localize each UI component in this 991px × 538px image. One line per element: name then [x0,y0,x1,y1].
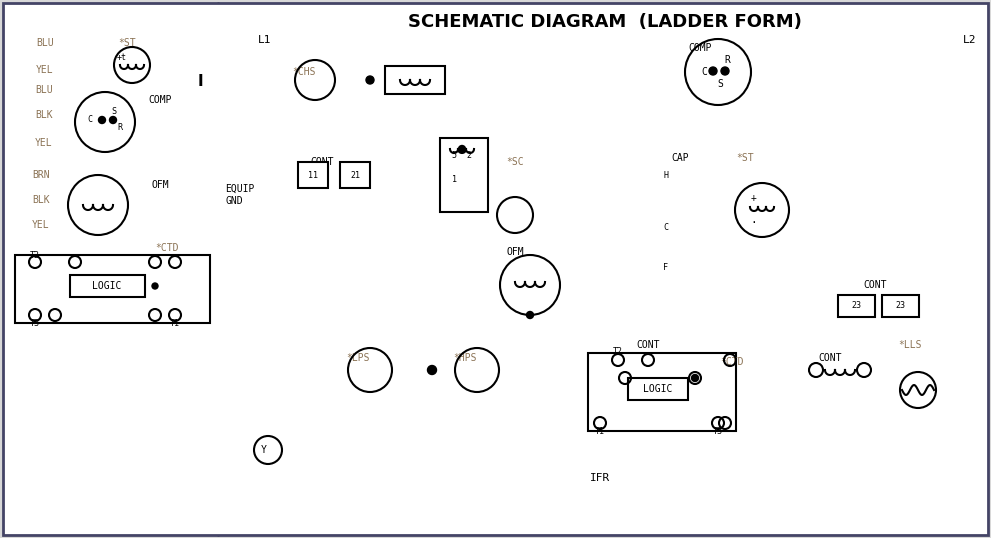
Text: COMP: COMP [689,43,712,53]
Text: YEL: YEL [36,138,53,148]
Text: T1: T1 [170,318,180,328]
Bar [882,295,919,317]
Text: +t: +t [117,53,127,61]
Text: Y: Y [261,445,267,455]
Text: 1: 1 [452,175,457,185]
Text: CONT: CONT [819,353,841,363]
Circle shape [721,67,729,75]
Text: *ST: *ST [118,38,136,48]
Text: *SR: *SR [445,157,463,167]
Text: C: C [663,223,668,232]
Text: IFR: IFR [590,473,610,483]
Text: R: R [118,124,123,132]
Text: BLU: BLU [36,85,53,95]
Text: *CH: *CH [390,67,407,77]
Text: BLU: BLU [37,38,54,48]
Bar [440,138,488,212]
Text: LOGIC: LOGIC [643,384,673,394]
Text: L1: L1 [258,35,272,45]
Text: L2: L2 [963,35,976,45]
Bar [70,275,145,297]
Text: T3: T3 [713,428,723,436]
Text: CONT: CONT [310,157,334,167]
Text: COMP: COMP [149,95,171,105]
Text: CAP: CAP [671,153,689,163]
Text: BLK: BLK [36,110,53,120]
Text: .: . [750,215,757,225]
Text: +: + [751,193,757,203]
Circle shape [109,117,117,124]
Text: *CHS: *CHS [292,67,315,77]
Text: 21: 21 [350,171,360,180]
Circle shape [692,374,699,381]
Circle shape [459,145,466,152]
Text: 11: 11 [308,171,318,180]
Text: T2: T2 [613,346,623,356]
Circle shape [427,365,436,374]
Text: R: R [724,55,730,65]
Bar [15,255,210,323]
Bar [298,162,328,188]
Text: *LLS: *LLS [898,340,922,350]
Circle shape [98,117,105,124]
Text: T1: T1 [595,428,605,436]
Text: S: S [112,107,117,116]
Text: 23: 23 [851,301,861,310]
Text: T3: T3 [30,318,40,328]
Bar [588,353,736,431]
Text: BRN: BRN [32,170,50,180]
Text: 23: 23 [895,301,905,310]
Text: OFM: OFM [506,247,524,257]
Text: EQUIP
GND: EQUIP GND [225,184,255,206]
Text: C: C [87,116,92,124]
Circle shape [709,67,717,75]
Text: *LPS: *LPS [346,353,370,363]
Text: *CTD: *CTD [155,243,178,253]
Text: 5  2: 5 2 [452,151,472,159]
Text: CONT: CONT [636,340,660,350]
Text: SCHEMATIC DIAGRAM  (LADDER FORM): SCHEMATIC DIAGRAM (LADDER FORM) [408,13,802,31]
Text: I: I [197,74,203,89]
Text: YEL: YEL [37,65,54,75]
Text: C: C [701,67,707,77]
Text: S: S [717,79,723,89]
Bar [628,378,688,400]
Circle shape [152,283,158,289]
Text: *HPS: *HPS [453,353,477,363]
Circle shape [366,76,374,84]
Bar [340,162,370,188]
Text: LOGIC: LOGIC [92,281,122,291]
Bar [838,295,875,317]
Text: CONT: CONT [863,280,887,290]
Bar [385,66,445,94]
Text: OFM: OFM [152,180,168,190]
Text: F: F [663,264,668,273]
Text: T2: T2 [30,251,40,259]
Text: YEL: YEL [32,220,50,230]
Text: *SC: *SC [506,157,524,167]
Circle shape [526,312,533,318]
Text: BLK: BLK [32,195,50,205]
Text: *CTD: *CTD [720,357,743,367]
Text: H: H [663,171,668,180]
Text: *ST: *ST [736,153,754,163]
